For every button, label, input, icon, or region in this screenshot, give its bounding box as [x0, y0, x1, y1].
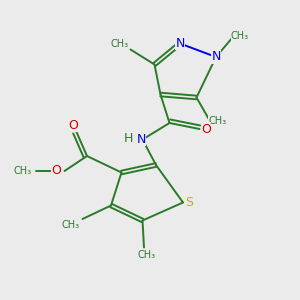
- Text: O: O: [201, 122, 211, 136]
- Text: O: O: [69, 119, 78, 132]
- Text: CH₃: CH₃: [208, 116, 226, 126]
- Text: CH₃: CH₃: [111, 39, 129, 49]
- Text: N: N: [136, 133, 146, 146]
- Text: H: H: [123, 131, 133, 145]
- Text: CH₃: CH₃: [14, 166, 32, 176]
- Text: N: N: [211, 50, 221, 64]
- Text: CH₃: CH₃: [61, 220, 80, 230]
- Text: S: S: [186, 196, 194, 209]
- Text: CH₃: CH₃: [138, 250, 156, 260]
- Text: N: N: [175, 37, 185, 50]
- Text: O: O: [52, 164, 61, 178]
- Text: CH₃: CH₃: [231, 31, 249, 41]
